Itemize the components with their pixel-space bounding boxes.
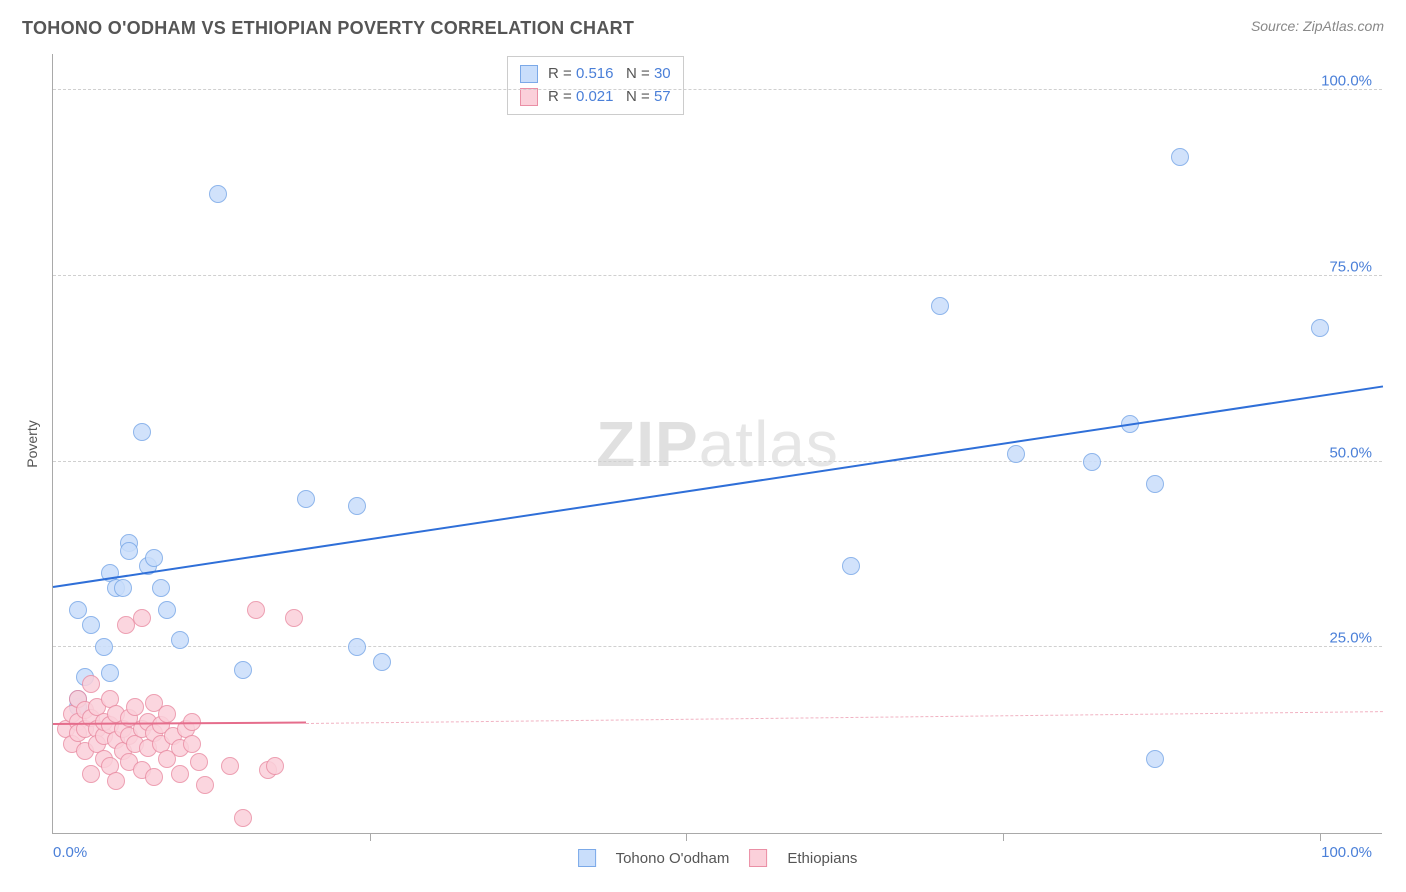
legend-row-tohono: R = 0.516 N = 30	[520, 63, 671, 86]
x-tick	[1003, 833, 1004, 841]
data-point-tohono	[82, 616, 100, 634]
data-point-tohono	[133, 423, 151, 441]
data-point-ethiopians	[107, 772, 125, 790]
swatch-ethiopians-bottom	[749, 849, 767, 867]
data-point-tohono	[1007, 445, 1025, 463]
data-point-ethiopians	[133, 609, 151, 627]
data-point-tohono	[152, 579, 170, 597]
data-point-tohono	[348, 638, 366, 656]
x-tick	[1320, 833, 1321, 841]
y-axis-label: Poverty	[24, 420, 40, 467]
data-point-ethiopians	[196, 776, 214, 794]
data-point-ethiopians	[266, 757, 284, 775]
x-axis-min-label: 0.0%	[53, 844, 87, 861]
data-point-tohono	[158, 601, 176, 619]
data-point-ethiopians	[171, 765, 189, 783]
gridline	[53, 89, 1382, 90]
series-label-tohono: Tohono O'odham	[616, 850, 730, 867]
data-point-tohono	[931, 297, 949, 315]
source-attribution: Source: ZipAtlas.com	[1251, 18, 1384, 34]
y-tick-label: 75.0%	[1329, 258, 1372, 275]
data-point-tohono	[145, 549, 163, 567]
series-legend: Tohono O'odham Ethiopians	[578, 849, 858, 867]
data-point-tohono	[1311, 319, 1329, 337]
data-point-ethiopians	[221, 757, 239, 775]
trend-line	[53, 385, 1383, 588]
data-point-tohono	[297, 490, 315, 508]
data-point-tohono	[373, 653, 391, 671]
x-tick	[370, 833, 371, 841]
data-point-tohono	[234, 661, 252, 679]
data-point-tohono	[95, 638, 113, 656]
data-point-ethiopians	[247, 601, 265, 619]
gridline	[53, 461, 1382, 462]
y-tick-label: 25.0%	[1329, 630, 1372, 647]
x-axis-max-label: 100.0%	[1321, 844, 1372, 861]
y-tick-label: 50.0%	[1329, 444, 1372, 461]
data-point-ethiopians	[183, 735, 201, 753]
data-point-tohono	[842, 557, 860, 575]
data-point-ethiopians	[126, 698, 144, 716]
data-point-tohono	[114, 579, 132, 597]
correlation-legend: R = 0.516 N = 30 R = 0.021 N = 57	[507, 56, 684, 115]
data-point-ethiopians	[285, 609, 303, 627]
data-point-ethiopians	[158, 705, 176, 723]
data-point-tohono	[171, 631, 189, 649]
data-point-tohono	[120, 542, 138, 560]
data-point-tohono	[1146, 475, 1164, 493]
gridline	[53, 646, 1382, 647]
swatch-tohono	[520, 65, 538, 83]
data-point-tohono	[209, 185, 227, 203]
data-point-ethiopians	[190, 753, 208, 771]
series-label-ethiopians: Ethiopians	[787, 850, 857, 867]
data-point-ethiopians	[145, 768, 163, 786]
swatch-ethiopians	[520, 88, 538, 106]
chart-plot-area: ZIPatlas R = 0.516 N = 30 R = 0.021 N = …	[52, 54, 1382, 834]
y-tick-label: 100.0%	[1321, 73, 1372, 90]
trend-line	[306, 711, 1383, 724]
gridline	[53, 275, 1382, 276]
data-point-tohono	[1146, 750, 1164, 768]
watermark: ZIPatlas	[596, 407, 839, 481]
x-tick	[686, 833, 687, 841]
data-point-ethiopians	[82, 765, 100, 783]
data-point-tohono	[1083, 453, 1101, 471]
data-point-tohono	[1171, 148, 1189, 166]
data-point-tohono	[69, 601, 87, 619]
chart-title: TOHONO O'ODHAM VS ETHIOPIAN POVERTY CORR…	[22, 18, 634, 39]
data-point-tohono	[101, 664, 119, 682]
data-point-ethiopians	[82, 675, 100, 693]
data-point-tohono	[348, 497, 366, 515]
data-point-ethiopians	[234, 809, 252, 827]
swatch-tohono-bottom	[578, 849, 596, 867]
